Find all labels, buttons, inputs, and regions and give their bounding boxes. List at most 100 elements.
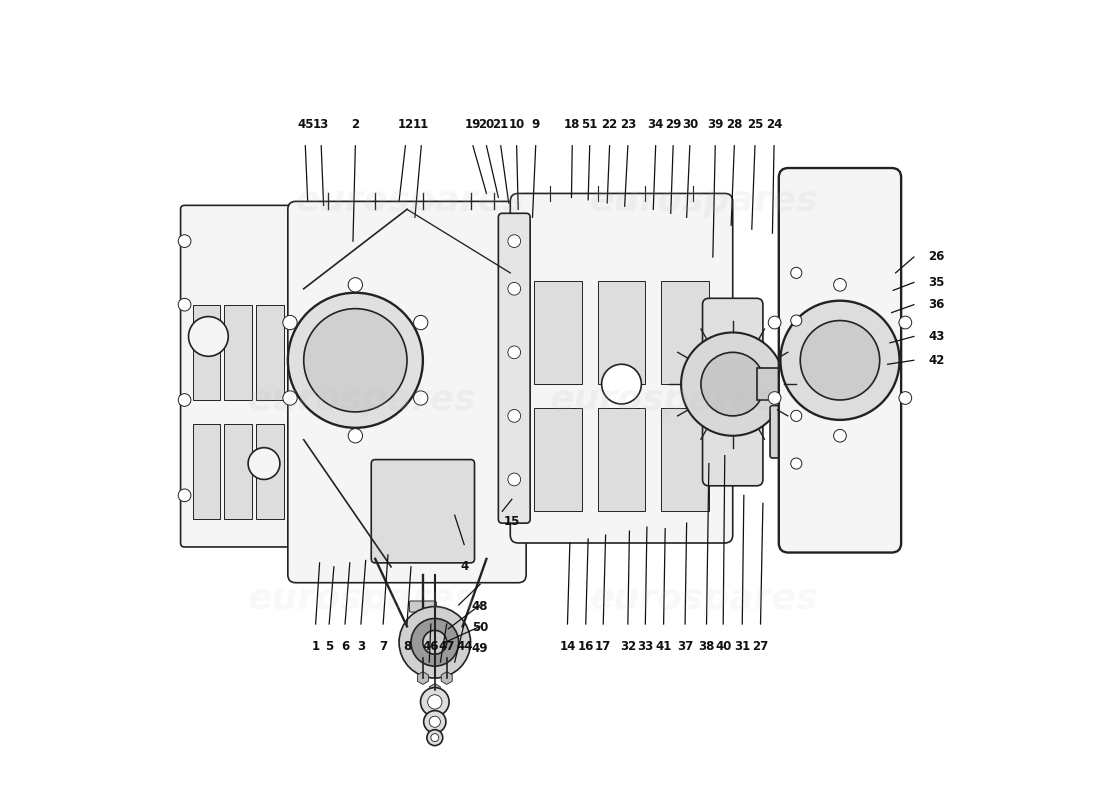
Bar (535, 408, 582, 511)
Text: eurospares: eurospares (590, 184, 818, 218)
FancyBboxPatch shape (703, 298, 763, 486)
Circle shape (424, 710, 446, 733)
Text: 6: 6 (341, 640, 349, 653)
Circle shape (602, 364, 641, 404)
FancyBboxPatch shape (288, 202, 526, 582)
Circle shape (508, 234, 520, 247)
Circle shape (178, 298, 191, 311)
Circle shape (768, 316, 781, 329)
Text: 45: 45 (297, 118, 313, 131)
Circle shape (508, 473, 520, 486)
Circle shape (899, 392, 912, 404)
Circle shape (422, 630, 447, 654)
Text: 51: 51 (582, 118, 598, 131)
Bar (661, 408, 708, 511)
Text: 2: 2 (351, 118, 360, 131)
Circle shape (349, 429, 363, 443)
Circle shape (420, 687, 449, 716)
Text: 43: 43 (928, 330, 945, 343)
Circle shape (834, 430, 846, 442)
Text: 44: 44 (456, 640, 473, 653)
Circle shape (791, 315, 802, 326)
Bar (661, 281, 708, 384)
Circle shape (249, 448, 279, 479)
Text: 34: 34 (648, 118, 663, 131)
Circle shape (399, 606, 471, 678)
FancyBboxPatch shape (372, 459, 474, 563)
Text: 35: 35 (928, 276, 945, 289)
Bar (224, 424, 252, 519)
Circle shape (701, 352, 764, 416)
Circle shape (508, 346, 520, 358)
Circle shape (288, 293, 422, 428)
Circle shape (178, 394, 191, 406)
Text: 3: 3 (356, 640, 365, 653)
Circle shape (899, 316, 912, 329)
Text: 17: 17 (595, 640, 612, 653)
Bar (256, 424, 284, 519)
Text: eurospares: eurospares (296, 184, 525, 218)
Bar (224, 305, 252, 400)
Text: 39: 39 (707, 118, 724, 131)
Text: eurospares: eurospares (249, 582, 476, 616)
Text: 27: 27 (752, 640, 769, 653)
Text: 15: 15 (504, 515, 520, 528)
Bar (192, 424, 220, 519)
Text: 23: 23 (619, 118, 636, 131)
Text: 26: 26 (928, 250, 945, 263)
Circle shape (188, 317, 229, 356)
Text: eurospares: eurospares (550, 383, 779, 417)
Text: 47: 47 (439, 640, 455, 653)
Text: 49: 49 (472, 642, 488, 655)
Text: 9: 9 (531, 118, 540, 131)
Text: 46: 46 (422, 640, 439, 653)
Circle shape (414, 315, 428, 330)
FancyBboxPatch shape (770, 406, 794, 458)
Text: 14: 14 (559, 640, 575, 653)
Text: 25: 25 (747, 118, 763, 131)
Circle shape (283, 391, 297, 405)
Bar (192, 305, 220, 400)
FancyBboxPatch shape (779, 168, 901, 553)
Text: 4: 4 (460, 561, 469, 574)
Text: 32: 32 (619, 640, 636, 653)
Circle shape (681, 333, 784, 436)
Bar (597, 281, 646, 384)
Circle shape (283, 315, 297, 330)
Text: 38: 38 (698, 640, 715, 653)
Circle shape (411, 618, 459, 666)
Text: 33: 33 (637, 640, 653, 653)
Text: 24: 24 (766, 118, 782, 131)
Text: 19: 19 (465, 118, 481, 131)
Text: 16: 16 (578, 640, 594, 653)
Text: eurospares: eurospares (249, 383, 476, 417)
Circle shape (508, 410, 520, 422)
Text: 21: 21 (493, 118, 509, 131)
Circle shape (431, 734, 439, 742)
Text: 20: 20 (478, 118, 495, 131)
FancyBboxPatch shape (498, 214, 530, 523)
Circle shape (428, 694, 442, 709)
Circle shape (304, 309, 407, 412)
Circle shape (768, 392, 781, 404)
Text: 42: 42 (928, 354, 945, 366)
Circle shape (178, 234, 191, 247)
Circle shape (791, 410, 802, 422)
Text: 40: 40 (715, 640, 732, 653)
Circle shape (414, 391, 428, 405)
Circle shape (508, 282, 520, 295)
Text: 41: 41 (656, 640, 672, 653)
Text: 22: 22 (602, 118, 618, 131)
Text: 50: 50 (472, 621, 488, 634)
Text: 8: 8 (403, 640, 411, 653)
Text: 36: 36 (928, 298, 945, 311)
Bar (256, 305, 284, 400)
Bar (535, 281, 582, 384)
Text: 31: 31 (734, 640, 750, 653)
Circle shape (791, 267, 802, 278)
Text: 29: 29 (666, 118, 681, 131)
Text: 28: 28 (726, 118, 742, 131)
Text: 13: 13 (314, 118, 329, 131)
Circle shape (834, 278, 846, 291)
Circle shape (791, 458, 802, 469)
